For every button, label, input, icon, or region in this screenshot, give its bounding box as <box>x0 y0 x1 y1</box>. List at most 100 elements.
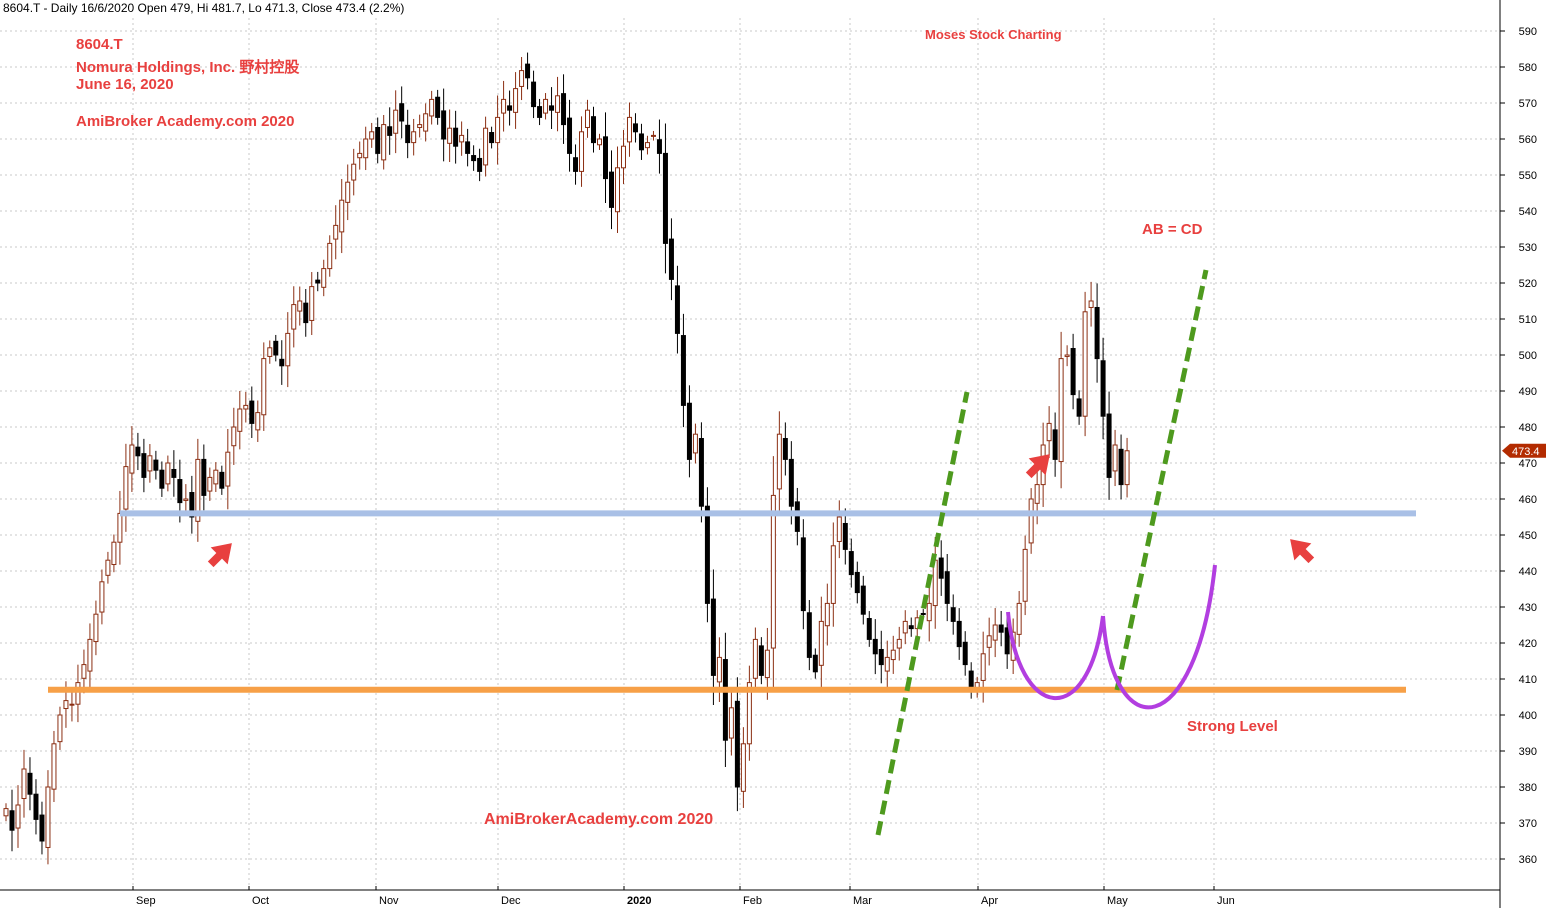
candle-body <box>129 444 135 474</box>
company-label: Nomura Holdings, Inc. 野村控股 <box>76 59 300 76</box>
y-tick-label: 360 <box>1519 854 1537 866</box>
candle-body <box>195 458 201 522</box>
candle-body <box>992 624 998 641</box>
candle <box>944 554 950 622</box>
candle <box>45 770 51 865</box>
candle <box>111 534 117 573</box>
candle-body <box>662 152 668 244</box>
candle <box>339 179 345 254</box>
y-tick-label: 460 <box>1519 494 1537 506</box>
candle-body <box>782 438 788 460</box>
candle-body <box>567 117 573 154</box>
candle-body <box>746 682 752 745</box>
candle-body <box>21 768 27 800</box>
candle-body <box>656 139 662 154</box>
arrow-icon-1 <box>207 543 232 568</box>
candle <box>417 114 423 138</box>
x-tick-label: Jun <box>1217 895 1235 907</box>
last-price-tag <box>1502 443 1546 458</box>
candle-body <box>585 109 591 128</box>
candle-body <box>603 136 608 180</box>
candle <box>734 677 740 812</box>
candle-body <box>860 585 866 615</box>
x-tick-label: 2020 <box>627 895 651 907</box>
candle <box>854 561 860 604</box>
x-tick-label: Apr <box>981 895 998 907</box>
candle <box>884 640 890 688</box>
candle-body <box>237 408 243 432</box>
candle <box>381 114 387 170</box>
candle <box>237 390 243 450</box>
x-tick-label: Nov <box>379 895 399 907</box>
candle <box>105 551 111 584</box>
candle-body <box>1076 398 1082 417</box>
candle <box>1046 406 1052 458</box>
candle <box>680 313 686 428</box>
candle-body <box>393 109 399 134</box>
candle <box>393 90 399 154</box>
candle-body <box>27 772 33 795</box>
candle <box>183 484 189 516</box>
candle-body <box>435 96 441 118</box>
candle <box>818 596 824 691</box>
y-tick-label: 440 <box>1519 566 1537 578</box>
candle-body <box>818 620 824 666</box>
candle-body <box>1046 422 1052 442</box>
candle-body <box>423 113 429 132</box>
candle <box>453 110 459 164</box>
candle-body <box>201 458 207 496</box>
candle-body <box>950 607 956 622</box>
candle-body <box>459 134 465 143</box>
brand-label: Moses Stock Charting <box>925 27 1062 42</box>
candle <box>153 450 159 480</box>
candle-body <box>722 659 728 741</box>
candle <box>1052 412 1058 477</box>
x-tick-label: Dec <box>501 895 521 907</box>
y-tick-label: 380 <box>1519 782 1537 794</box>
candle <box>513 72 519 129</box>
candle <box>866 611 872 647</box>
candle-body <box>1064 354 1070 357</box>
candle <box>21 749 27 818</box>
candle-body <box>986 635 992 648</box>
candle <box>297 286 303 326</box>
candle-body <box>680 335 686 406</box>
candle <box>69 687 75 722</box>
candle <box>585 99 591 138</box>
candle <box>531 70 537 119</box>
candle-body <box>824 602 830 627</box>
candle <box>369 122 375 148</box>
candle-body <box>447 127 453 144</box>
candle <box>1118 434 1124 500</box>
candle-body <box>381 124 387 161</box>
candle <box>812 648 818 679</box>
candle-body <box>105 559 111 576</box>
candle <box>501 80 507 132</box>
candle-body <box>153 459 159 471</box>
candle <box>447 109 453 163</box>
candle-body <box>1112 444 1118 472</box>
candle-body <box>692 433 698 454</box>
candle <box>195 438 201 542</box>
candle <box>836 500 842 559</box>
candle <box>351 148 357 196</box>
candle-body <box>1022 548 1028 602</box>
candle <box>890 635 896 674</box>
candle <box>1106 391 1112 500</box>
candle-body <box>51 743 57 790</box>
candle-body <box>644 142 650 149</box>
candle <box>908 617 914 637</box>
candle <box>141 438 147 493</box>
candle-body <box>800 537 806 612</box>
candle-body <box>734 700 740 788</box>
candle-body <box>411 131 417 144</box>
candle <box>489 126 495 149</box>
candle <box>567 99 573 172</box>
candle <box>842 508 848 565</box>
candle-body <box>752 638 758 679</box>
candle <box>87 623 93 688</box>
candle <box>315 271 321 292</box>
candle-body <box>81 664 87 679</box>
candle-body <box>3 808 9 817</box>
candle <box>255 400 261 442</box>
